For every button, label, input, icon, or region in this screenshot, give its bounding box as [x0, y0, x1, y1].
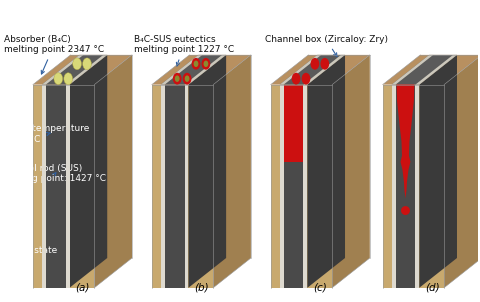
Ellipse shape	[83, 58, 91, 70]
Ellipse shape	[301, 73, 311, 85]
Polygon shape	[95, 55, 132, 288]
Polygon shape	[42, 55, 107, 85]
Ellipse shape	[202, 58, 210, 70]
Ellipse shape	[73, 58, 82, 70]
Polygon shape	[392, 55, 433, 85]
Ellipse shape	[321, 58, 329, 70]
Polygon shape	[161, 85, 165, 288]
Polygon shape	[303, 55, 345, 85]
Polygon shape	[161, 55, 226, 85]
Ellipse shape	[54, 73, 63, 85]
Polygon shape	[444, 55, 480, 288]
Polygon shape	[284, 85, 303, 162]
Polygon shape	[161, 55, 203, 85]
Polygon shape	[184, 55, 226, 85]
Polygon shape	[383, 55, 480, 85]
Polygon shape	[280, 85, 307, 288]
Polygon shape	[33, 85, 95, 288]
Text: Control rod (SUS)
Melting point: 1427 °C: Control rod (SUS) Melting point: 1427 °C	[4, 164, 106, 183]
Polygon shape	[280, 85, 284, 288]
Polygon shape	[303, 85, 307, 288]
Polygon shape	[297, 60, 324, 82]
Text: Absorber (B₄C)
melting point 2347 °C: Absorber (B₄C) melting point 2347 °C	[4, 35, 104, 74]
Polygon shape	[332, 55, 370, 288]
Ellipse shape	[173, 73, 181, 85]
Text: (a): (a)	[75, 283, 90, 293]
Polygon shape	[392, 85, 396, 288]
Polygon shape	[271, 85, 332, 288]
Polygon shape	[70, 55, 107, 288]
Polygon shape	[66, 85, 70, 288]
Polygon shape	[396, 85, 414, 198]
Polygon shape	[33, 55, 132, 85]
Polygon shape	[307, 55, 345, 288]
Ellipse shape	[183, 73, 192, 85]
Text: Initial temperature
1223 °C: Initial temperature 1223 °C	[4, 124, 90, 144]
Ellipse shape	[311, 58, 319, 70]
Polygon shape	[213, 55, 251, 288]
Text: Channel box (Zircaloy: Zry): Channel box (Zircaloy: Zry)	[265, 35, 388, 56]
Polygon shape	[42, 55, 84, 85]
Polygon shape	[392, 85, 420, 288]
Polygon shape	[271, 55, 370, 85]
Polygon shape	[161, 85, 189, 288]
Polygon shape	[152, 85, 213, 288]
Ellipse shape	[292, 73, 300, 85]
Ellipse shape	[64, 73, 72, 85]
Ellipse shape	[204, 61, 208, 67]
Polygon shape	[280, 55, 321, 85]
Ellipse shape	[175, 76, 180, 82]
Polygon shape	[66, 55, 107, 85]
Ellipse shape	[192, 58, 200, 70]
Text: (c): (c)	[313, 283, 327, 293]
Circle shape	[401, 206, 410, 215]
Text: (d): (d)	[425, 283, 440, 293]
Text: B₄C-SUS eutectics
melting point 1227 °C: B₄C-SUS eutectics melting point 1227 °C	[134, 35, 234, 66]
Polygon shape	[184, 85, 189, 288]
Polygon shape	[42, 85, 46, 288]
Polygon shape	[415, 85, 420, 288]
Polygon shape	[383, 85, 444, 288]
Ellipse shape	[185, 76, 190, 82]
Polygon shape	[392, 55, 457, 85]
Polygon shape	[59, 60, 86, 82]
Polygon shape	[420, 55, 457, 288]
Text: (b): (b)	[194, 283, 209, 293]
Polygon shape	[280, 55, 345, 85]
Text: Initial state: Initial state	[6, 246, 58, 255]
Polygon shape	[152, 55, 251, 85]
Polygon shape	[415, 55, 457, 85]
Polygon shape	[189, 55, 226, 288]
Ellipse shape	[193, 61, 198, 67]
Polygon shape	[42, 85, 70, 288]
Polygon shape	[178, 60, 205, 82]
